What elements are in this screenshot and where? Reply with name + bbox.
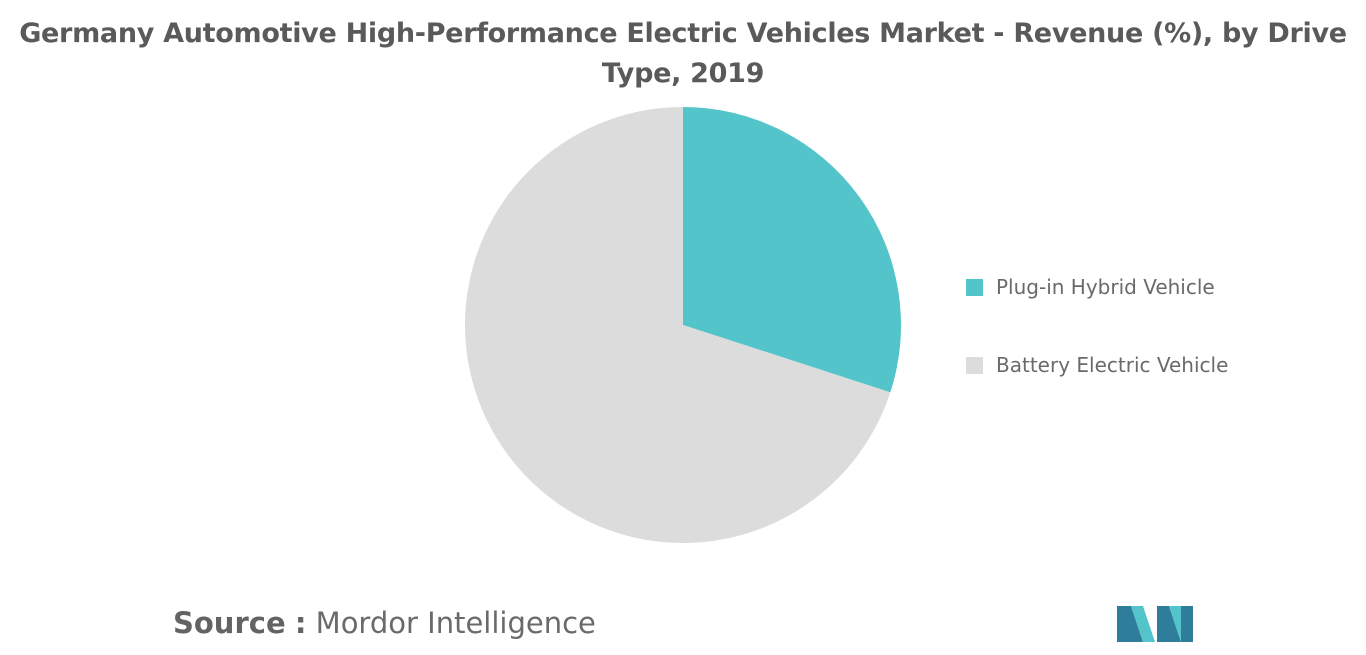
logo-shape-1 (1117, 606, 1143, 642)
legend-swatch-plug-in-hybrid (966, 278, 983, 296)
chart-title-line-2: Type, 2019 (601, 58, 765, 89)
chart-title: Germany Automotive High-Performance Elec… (0, 14, 1366, 94)
logo-shape-2 (1131, 606, 1155, 642)
logo-shape-5 (1181, 606, 1193, 642)
legend-label-battery-electric: Battery Electric Vehicle (996, 353, 1229, 377)
source-value: Mordor Intelligence (315, 606, 596, 640)
chart-title-line-1: Germany Automotive High-Performance Elec… (19, 18, 1347, 49)
legend-swatch-battery-electric (966, 356, 983, 374)
pie-slice-plug-in-hybrid-vehicle (683, 107, 902, 393)
pie-slices (465, 107, 902, 543)
mordor-intelligence-logo (1117, 606, 1193, 642)
legend-label-plug-in-hybrid: Plug-in Hybrid Vehicle (996, 275, 1215, 299)
source-separator: : (294, 606, 307, 640)
legend-item-plug-in-hybrid: Plug-in Hybrid Vehicle (966, 272, 1228, 302)
legend: Plug-in Hybrid Vehicle Battery Electric … (966, 272, 1228, 428)
source-label: Source (173, 606, 286, 640)
legend-item-battery-electric: Battery Electric Vehicle (966, 350, 1228, 380)
pie-slice-battery-electric-vehicle (465, 107, 891, 543)
logo-shape-3 (1157, 606, 1181, 642)
source-note: Source : Mordor Intelligence (173, 606, 596, 640)
